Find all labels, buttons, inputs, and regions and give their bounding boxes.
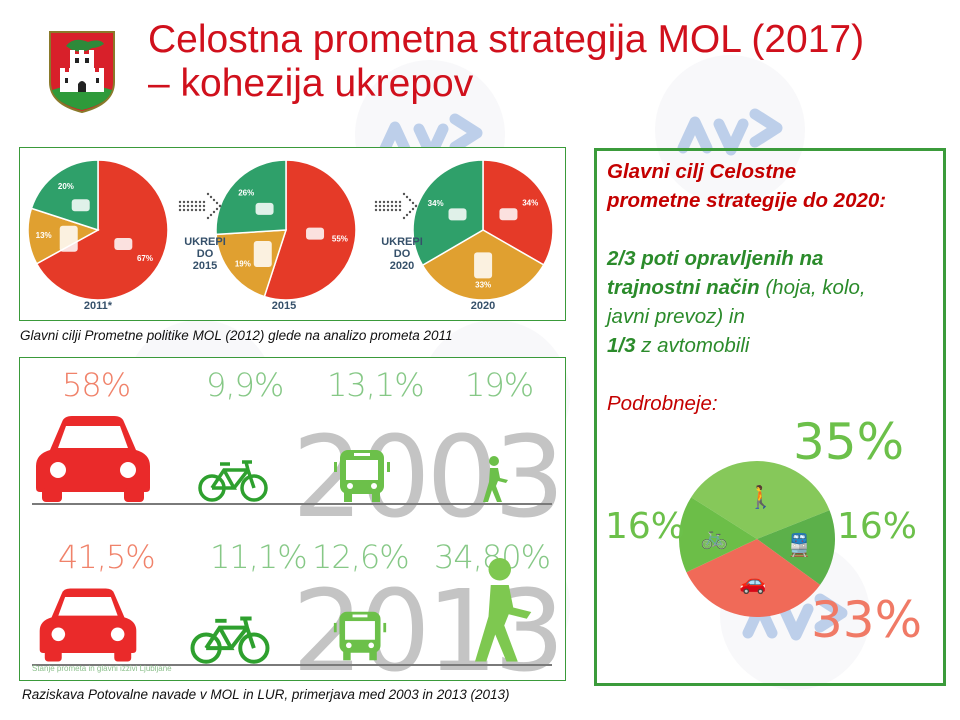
pie-2015: 55% 19% 26%	[215, 159, 357, 301]
car-icon	[499, 208, 518, 221]
pie-slice-car	[482, 159, 554, 266]
pct-2013-bicycle: 11,1%	[210, 538, 308, 576]
baseline-2003	[32, 503, 552, 505]
car-icon	[39, 588, 137, 662]
caption-travel-habits: Raziskava Potovalne navade v MOL in LUR,…	[22, 687, 510, 702]
source-note: Stanje prometa in glavni izzivi Ljubljan…	[32, 664, 172, 673]
transition-line: 2020	[389, 260, 415, 272]
pct-2003-car: 58%	[62, 366, 131, 404]
pie-slice-walk-bike	[30, 159, 99, 232]
transition-line: DO	[393, 248, 411, 260]
bus-icon	[333, 611, 387, 661]
bus-icon	[334, 450, 390, 502]
transition-label-2015: UKREPI DO 2015	[175, 236, 235, 272]
page-title-line-2: – kohezija ukrepov	[148, 62, 474, 105]
goal-modes-list: (hoja, kolo,	[759, 276, 866, 299]
bicycle-pedestrian-icon	[448, 208, 467, 221]
detail-pct-walk: 35%	[793, 413, 905, 471]
car-icon: 🚗	[739, 571, 766, 596]
strategy-goal-panel: Glavni cilj Celostne prometne strategije…	[594, 148, 946, 686]
pct-2003-bus: 13,1%	[327, 366, 425, 404]
car-icon	[36, 416, 150, 502]
detail-slice-car	[686, 539, 821, 617]
pie-slice-walk-bike	[412, 159, 484, 267]
pct-2003-bicycle: 9,9%	[206, 366, 284, 404]
pie-slice-label: 34%	[522, 199, 538, 208]
detail-slice-walk	[691, 461, 830, 539]
goal-car-share: 1/3	[607, 334, 636, 357]
bus-icon	[253, 241, 272, 268]
pedestrian-icon: 🚶	[747, 484, 774, 510]
pedestrian-icon	[475, 558, 532, 662]
pie-slice-label: 20%	[58, 182, 74, 191]
goal-heading-line-2: prometne strategije do 2020:	[607, 189, 887, 212]
pie-label-2020: 2020	[470, 300, 496, 312]
goal-modes-list-cont: javni prevoz) in	[607, 305, 745, 328]
year-label-2003: 2003	[292, 413, 565, 543]
pie-slice-label: 67%	[137, 254, 153, 263]
goal-heading-line-1: Glavni cilj Celostne	[607, 160, 797, 183]
page-title-line-1: Celostna prometna strategija MOL (2017)	[148, 18, 865, 61]
detail-slice-public-transport	[757, 510, 835, 585]
caption-policy-goals: Glavni cilji Prometne politike MOL (2012…	[20, 328, 453, 343]
pct-2013-car: 41,5%	[58, 538, 156, 576]
detail-pct-bicycle: 16%	[605, 506, 686, 547]
detail-modal-split-pie: 🚶 🚆 🚗 🚲	[679, 461, 835, 617]
pedestrian-icon	[483, 456, 508, 502]
pie-label-2011: 2011*	[83, 300, 113, 312]
transition-line: UKREPI	[184, 236, 226, 248]
modal-split-comparison-panel: 2003 2013 58% 9,9% 13,1% 19% 41,5% 11,1%…	[19, 357, 566, 681]
bus-icon	[474, 252, 493, 279]
dotted-arrow-icon	[374, 192, 418, 220]
detail-slice-bicycle	[679, 497, 757, 573]
pie-slice-label: 55%	[332, 235, 348, 244]
pie-slice-label: 26%	[238, 189, 254, 198]
pie-slice-label: 33%	[475, 281, 491, 290]
bicycle-icon: 🚲	[700, 525, 727, 550]
pie-slice-label: 13%	[36, 231, 52, 240]
train-taxi-bus-icon: 🚆	[786, 532, 813, 558]
year-label-2013: 2013	[292, 567, 565, 681]
pie-2020: 34% 33% 34%	[412, 159, 554, 301]
policy-goals-pies-panel: 67% 13% 20% 55% 19% 26% 34% 33% 34% 2011* 2015 2…	[19, 147, 566, 321]
transition-label-2020: UKREPI DO 2020	[372, 236, 432, 272]
car-icon	[114, 237, 133, 250]
pie-slice-label: 19%	[235, 259, 251, 268]
baseline-2013	[32, 664, 552, 666]
transition-line: UKREPI	[381, 236, 423, 248]
pct-2013-bus: 12,6%	[312, 538, 410, 576]
detail-pct-car: 33%	[811, 591, 923, 649]
page-title: Celostna prometna strategija MOL (2017) …	[148, 18, 948, 106]
bicycle-icon	[198, 460, 268, 502]
pie-2011: 67% 13% 20%	[27, 159, 169, 301]
goal-sustainable-share: 2/3 poti opravljenih na	[607, 247, 824, 270]
pie-slice-walk-bike	[215, 159, 287, 236]
pct-2003-walk: 19%	[465, 366, 534, 404]
ljubljana-coat-of-arms-icon	[48, 30, 116, 114]
bicycle-icon	[190, 616, 270, 664]
pie-label-2015: 2015	[271, 300, 297, 312]
goal-text: Glavni cilj Celostne prometne strategije…	[607, 157, 937, 418]
car-icon	[306, 227, 325, 240]
bicycle-pedestrian-icon	[71, 199, 90, 212]
detail-pct-public-transport: 16%	[837, 506, 918, 547]
transition-line: DO	[196, 248, 214, 260]
goal-sustainable-mode: trajnostni način	[607, 276, 760, 299]
pie-slice-car	[35, 159, 169, 301]
bicycle-pedestrian-icon	[255, 202, 274, 215]
bus-icon	[59, 225, 78, 252]
details-label: Podrobneje:	[607, 392, 718, 415]
goal-car-text: z avtomobili	[635, 334, 750, 357]
pie-charts-2011-2015-2020: 67% 13% 20% 55% 19% 26% 34% 33% 34%	[27, 159, 554, 301]
pie-slice-label: 34%	[428, 199, 444, 208]
transition-line: 2015	[192, 260, 218, 272]
dotted-arrow-icon	[178, 192, 222, 220]
